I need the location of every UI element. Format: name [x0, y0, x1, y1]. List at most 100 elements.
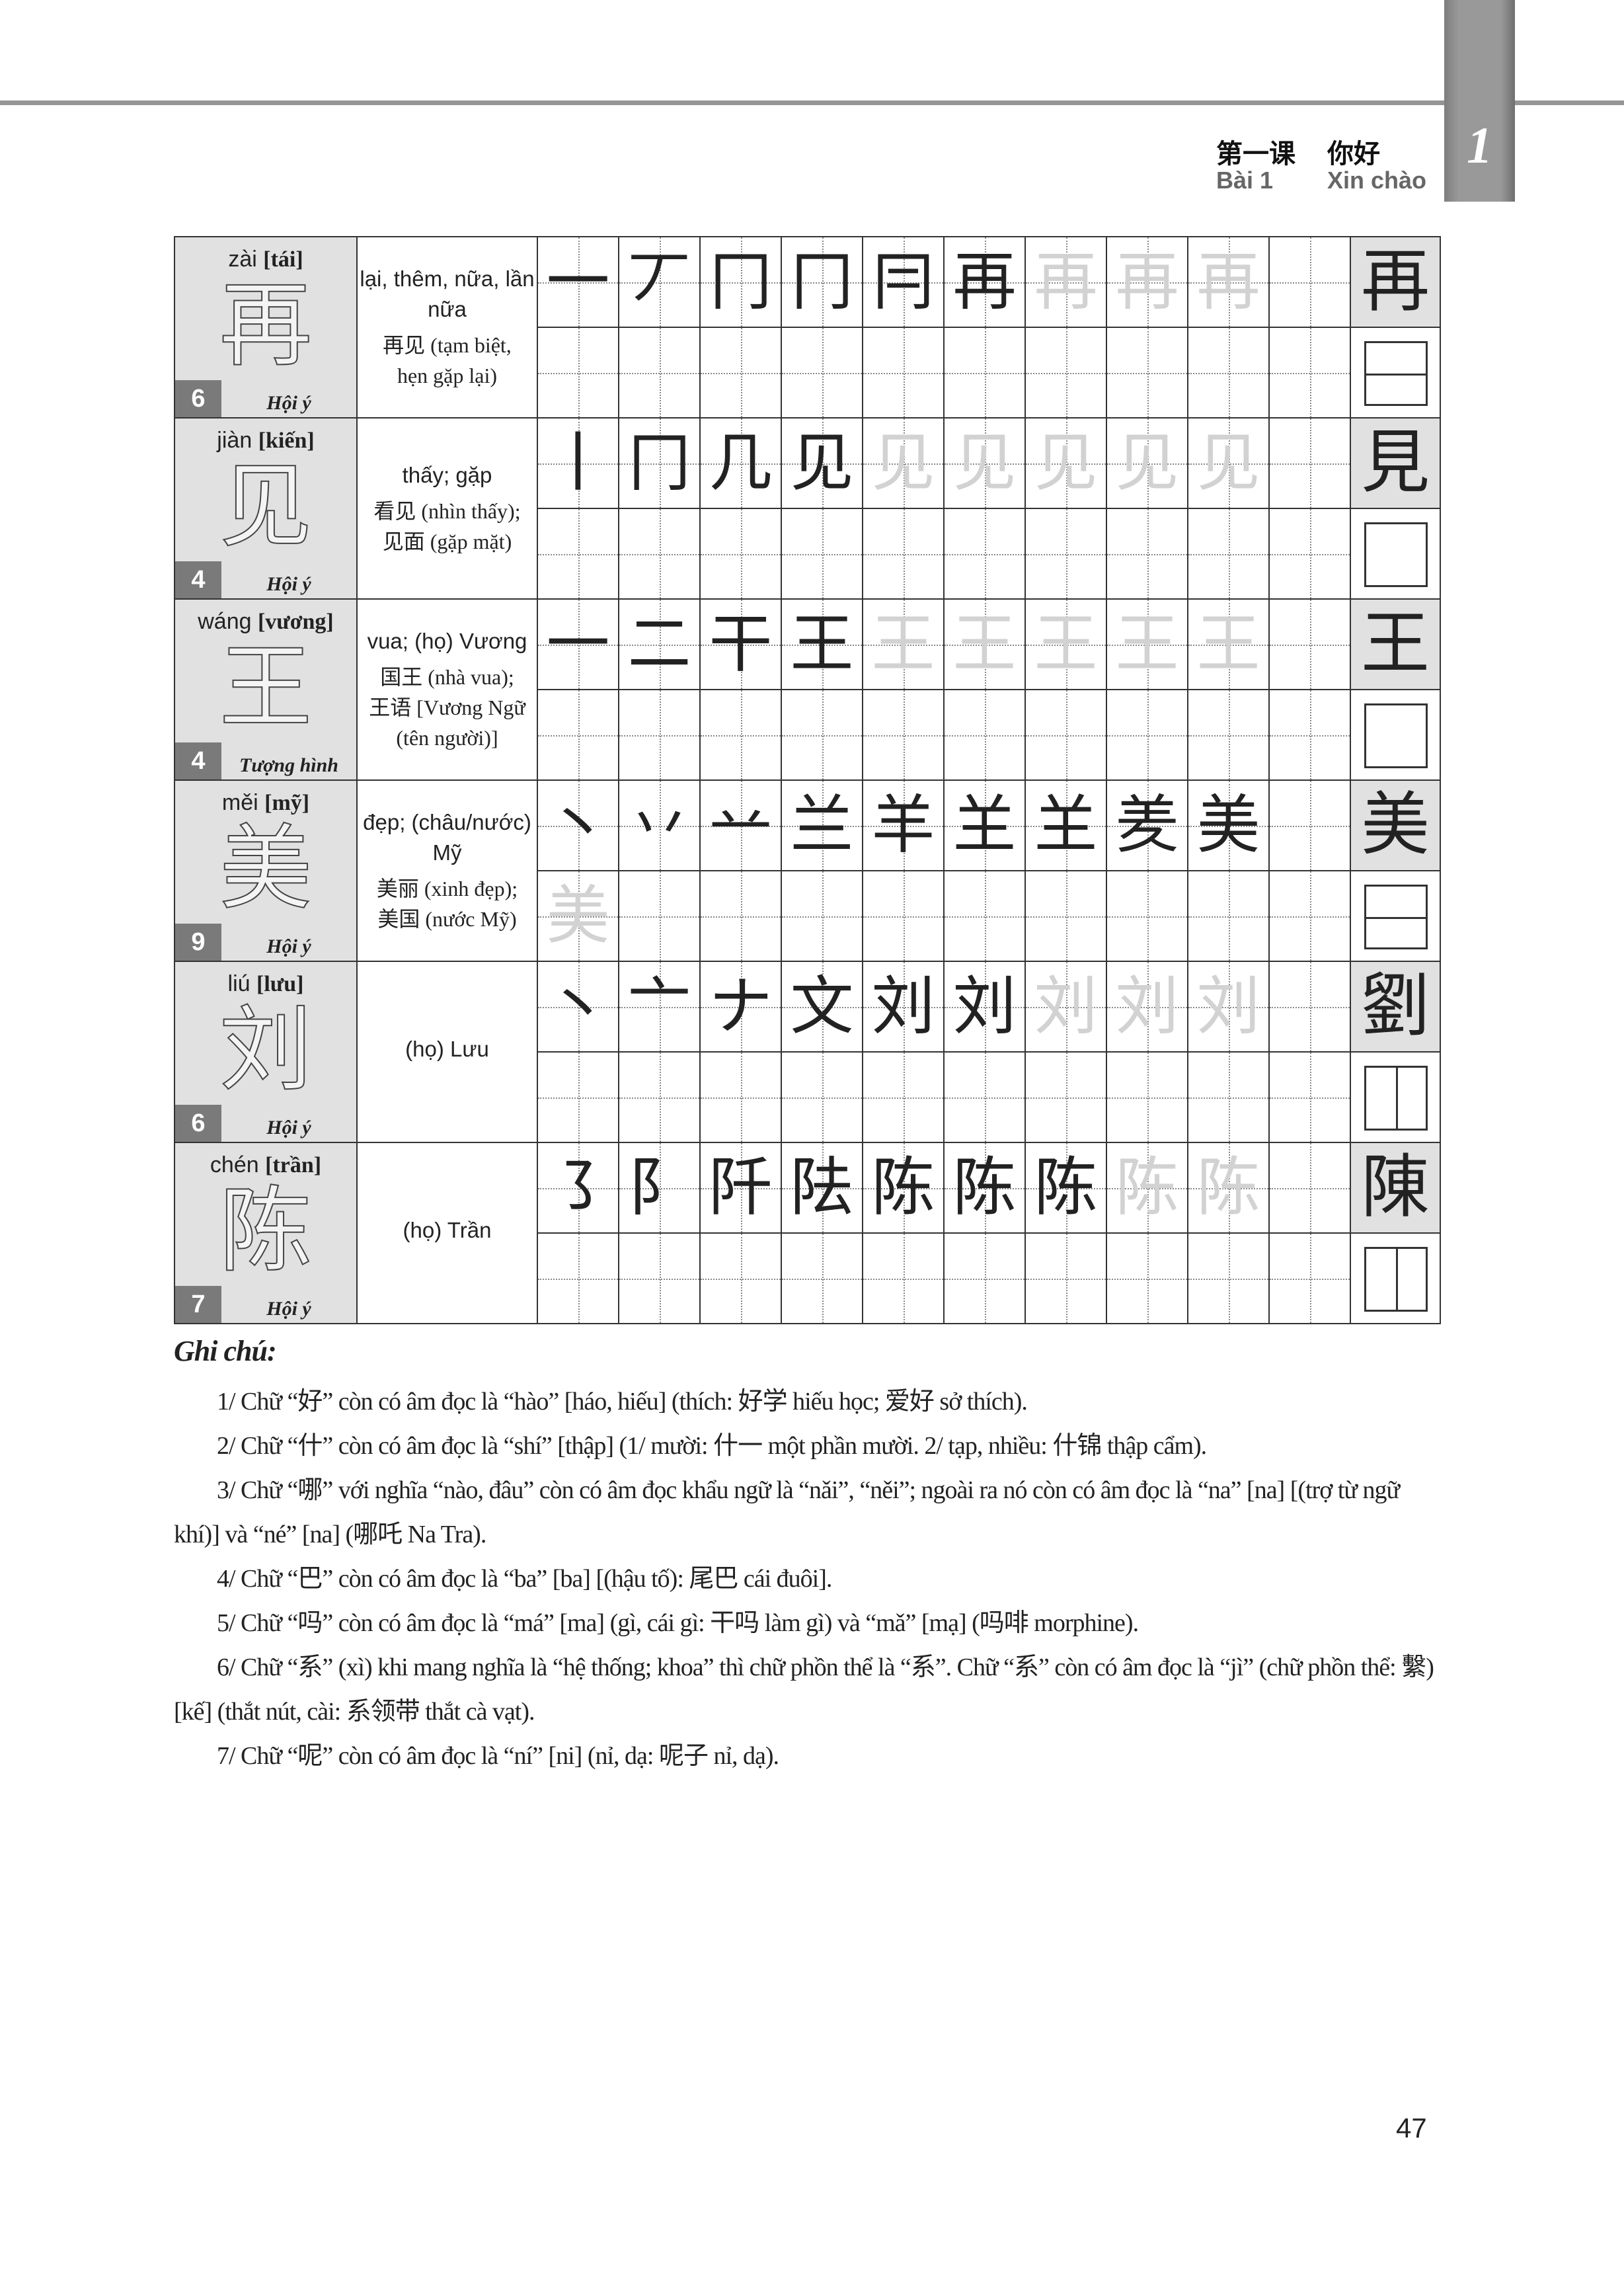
practice-cell[interactable] [1106, 1232, 1188, 1324]
practice-cell[interactable] [699, 870, 782, 962]
practice-cell[interactable] [618, 870, 701, 962]
practice-cell[interactable]: 丶 [537, 779, 619, 871]
practice-cell[interactable]: 丶 [537, 961, 619, 1053]
practice-cell[interactable]: ㇌ [537, 1142, 619, 1234]
practice-cell[interactable] [699, 508, 782, 600]
practice-cell[interactable]: ナ [699, 961, 782, 1053]
practice-cell[interactable] [943, 327, 1026, 419]
practice-cell[interactable]: 王 [943, 598, 1026, 690]
practice-cell[interactable] [1025, 689, 1107, 781]
practice-cell[interactable] [1268, 779, 1351, 871]
practice-cell[interactable] [1025, 508, 1107, 600]
practice-cell[interactable]: 冂 [781, 236, 863, 328]
practice-cell[interactable]: 陈 [1187, 1142, 1270, 1234]
practice-cell[interactable]: 王 [1187, 598, 1270, 690]
practice-cell[interactable] [1268, 1051, 1351, 1143]
practice-cell[interactable]: 干 [699, 598, 782, 690]
practice-cell[interactable] [1268, 508, 1351, 600]
practice-cell[interactable]: 美 [1187, 779, 1270, 871]
practice-cell[interactable] [1268, 417, 1351, 509]
practice-cell[interactable] [1106, 508, 1188, 600]
practice-cell[interactable] [537, 1051, 619, 1143]
practice-cell[interactable] [943, 689, 1026, 781]
practice-cell[interactable] [1187, 327, 1270, 419]
practice-cell[interactable]: 冂 [618, 417, 701, 509]
practice-cell[interactable]: 丨 [537, 417, 619, 509]
practice-cell[interactable] [943, 1051, 1026, 1143]
practice-cell[interactable] [1025, 1232, 1107, 1324]
practice-cell[interactable]: 见 [862, 417, 945, 509]
practice-cell[interactable]: 羊 [862, 779, 945, 871]
practice-cell[interactable]: 亠 [618, 961, 701, 1053]
practice-cell[interactable]: 文 [781, 961, 863, 1053]
practice-cell[interactable] [537, 689, 619, 781]
practice-cell[interactable] [781, 870, 863, 962]
practice-cell[interactable]: 见 [943, 417, 1026, 509]
practice-cell[interactable] [1187, 870, 1270, 962]
practice-cell[interactable] [1268, 236, 1351, 328]
practice-cell[interactable]: 阡 [699, 1142, 782, 1234]
practice-cell[interactable] [781, 1051, 863, 1143]
practice-cell[interactable] [1187, 689, 1270, 781]
practice-cell[interactable]: 见 [1187, 417, 1270, 509]
practice-cell[interactable]: 阝 [618, 1142, 701, 1234]
practice-cell[interactable]: 冂 [699, 236, 782, 328]
practice-cell[interactable]: 见 [1025, 417, 1107, 509]
practice-cell[interactable] [1106, 870, 1188, 962]
practice-cell[interactable] [1268, 1142, 1351, 1234]
practice-cell[interactable]: 丷 [618, 779, 701, 871]
practice-cell[interactable] [1268, 598, 1351, 690]
practice-cell[interactable]: 二 [618, 598, 701, 690]
practice-cell[interactable] [781, 327, 863, 419]
practice-cell[interactable] [699, 1232, 782, 1324]
practice-cell[interactable] [618, 1051, 701, 1143]
practice-cell[interactable] [1025, 327, 1107, 419]
practice-cell[interactable] [618, 1232, 701, 1324]
practice-cell[interactable]: 刘 [862, 961, 945, 1053]
practice-cell[interactable]: 王 [1106, 598, 1188, 690]
practice-cell[interactable] [862, 870, 945, 962]
practice-cell[interactable] [537, 327, 619, 419]
practice-cell[interactable]: 一 [537, 236, 619, 328]
practice-cell[interactable] [1268, 961, 1351, 1053]
practice-cell[interactable]: 王 [862, 598, 945, 690]
practice-cell[interactable]: 再 [943, 236, 1026, 328]
practice-cell[interactable]: 一 [537, 598, 619, 690]
practice-cell[interactable] [943, 1232, 1026, 1324]
practice-cell[interactable] [781, 689, 863, 781]
practice-cell[interactable]: 兰 [781, 779, 863, 871]
practice-cell[interactable]: 再 [1187, 236, 1270, 328]
practice-cell[interactable]: 陈 [862, 1142, 945, 1234]
practice-cell[interactable] [699, 1051, 782, 1143]
practice-cell[interactable] [1268, 1232, 1351, 1324]
practice-cell[interactable]: 羑 [1106, 779, 1188, 871]
practice-cell[interactable]: 陈 [943, 1142, 1026, 1234]
practice-cell[interactable] [618, 508, 701, 600]
practice-cell[interactable]: 陈 [1106, 1142, 1188, 1234]
practice-cell[interactable] [1268, 870, 1351, 962]
practice-cell[interactable]: 几 [699, 417, 782, 509]
practice-cell[interactable] [781, 1232, 863, 1324]
practice-cell[interactable] [943, 870, 1026, 962]
practice-cell[interactable]: 见 [1106, 417, 1188, 509]
practice-cell[interactable] [618, 689, 701, 781]
practice-cell[interactable]: 刘 [1025, 961, 1107, 1053]
practice-cell[interactable] [862, 1051, 945, 1143]
practice-cell[interactable] [1268, 689, 1351, 781]
practice-cell[interactable] [1106, 689, 1188, 781]
practice-cell[interactable] [781, 508, 863, 600]
practice-cell[interactable] [618, 327, 701, 419]
practice-cell[interactable]: 冃 [862, 236, 945, 328]
practice-cell[interactable]: 𦍌 [943, 779, 1026, 871]
practice-cell[interactable] [862, 508, 945, 600]
practice-cell[interactable] [699, 327, 782, 419]
practice-cell[interactable] [537, 508, 619, 600]
practice-cell[interactable] [1025, 870, 1107, 962]
practice-cell[interactable] [537, 1232, 619, 1324]
practice-cell[interactable] [1187, 1051, 1270, 1143]
practice-cell[interactable]: 再 [1025, 236, 1107, 328]
practice-cell[interactable]: 刘 [1106, 961, 1188, 1053]
practice-cell[interactable] [943, 508, 1026, 600]
practice-cell[interactable] [1268, 327, 1351, 419]
practice-cell[interactable]: 见 [781, 417, 863, 509]
